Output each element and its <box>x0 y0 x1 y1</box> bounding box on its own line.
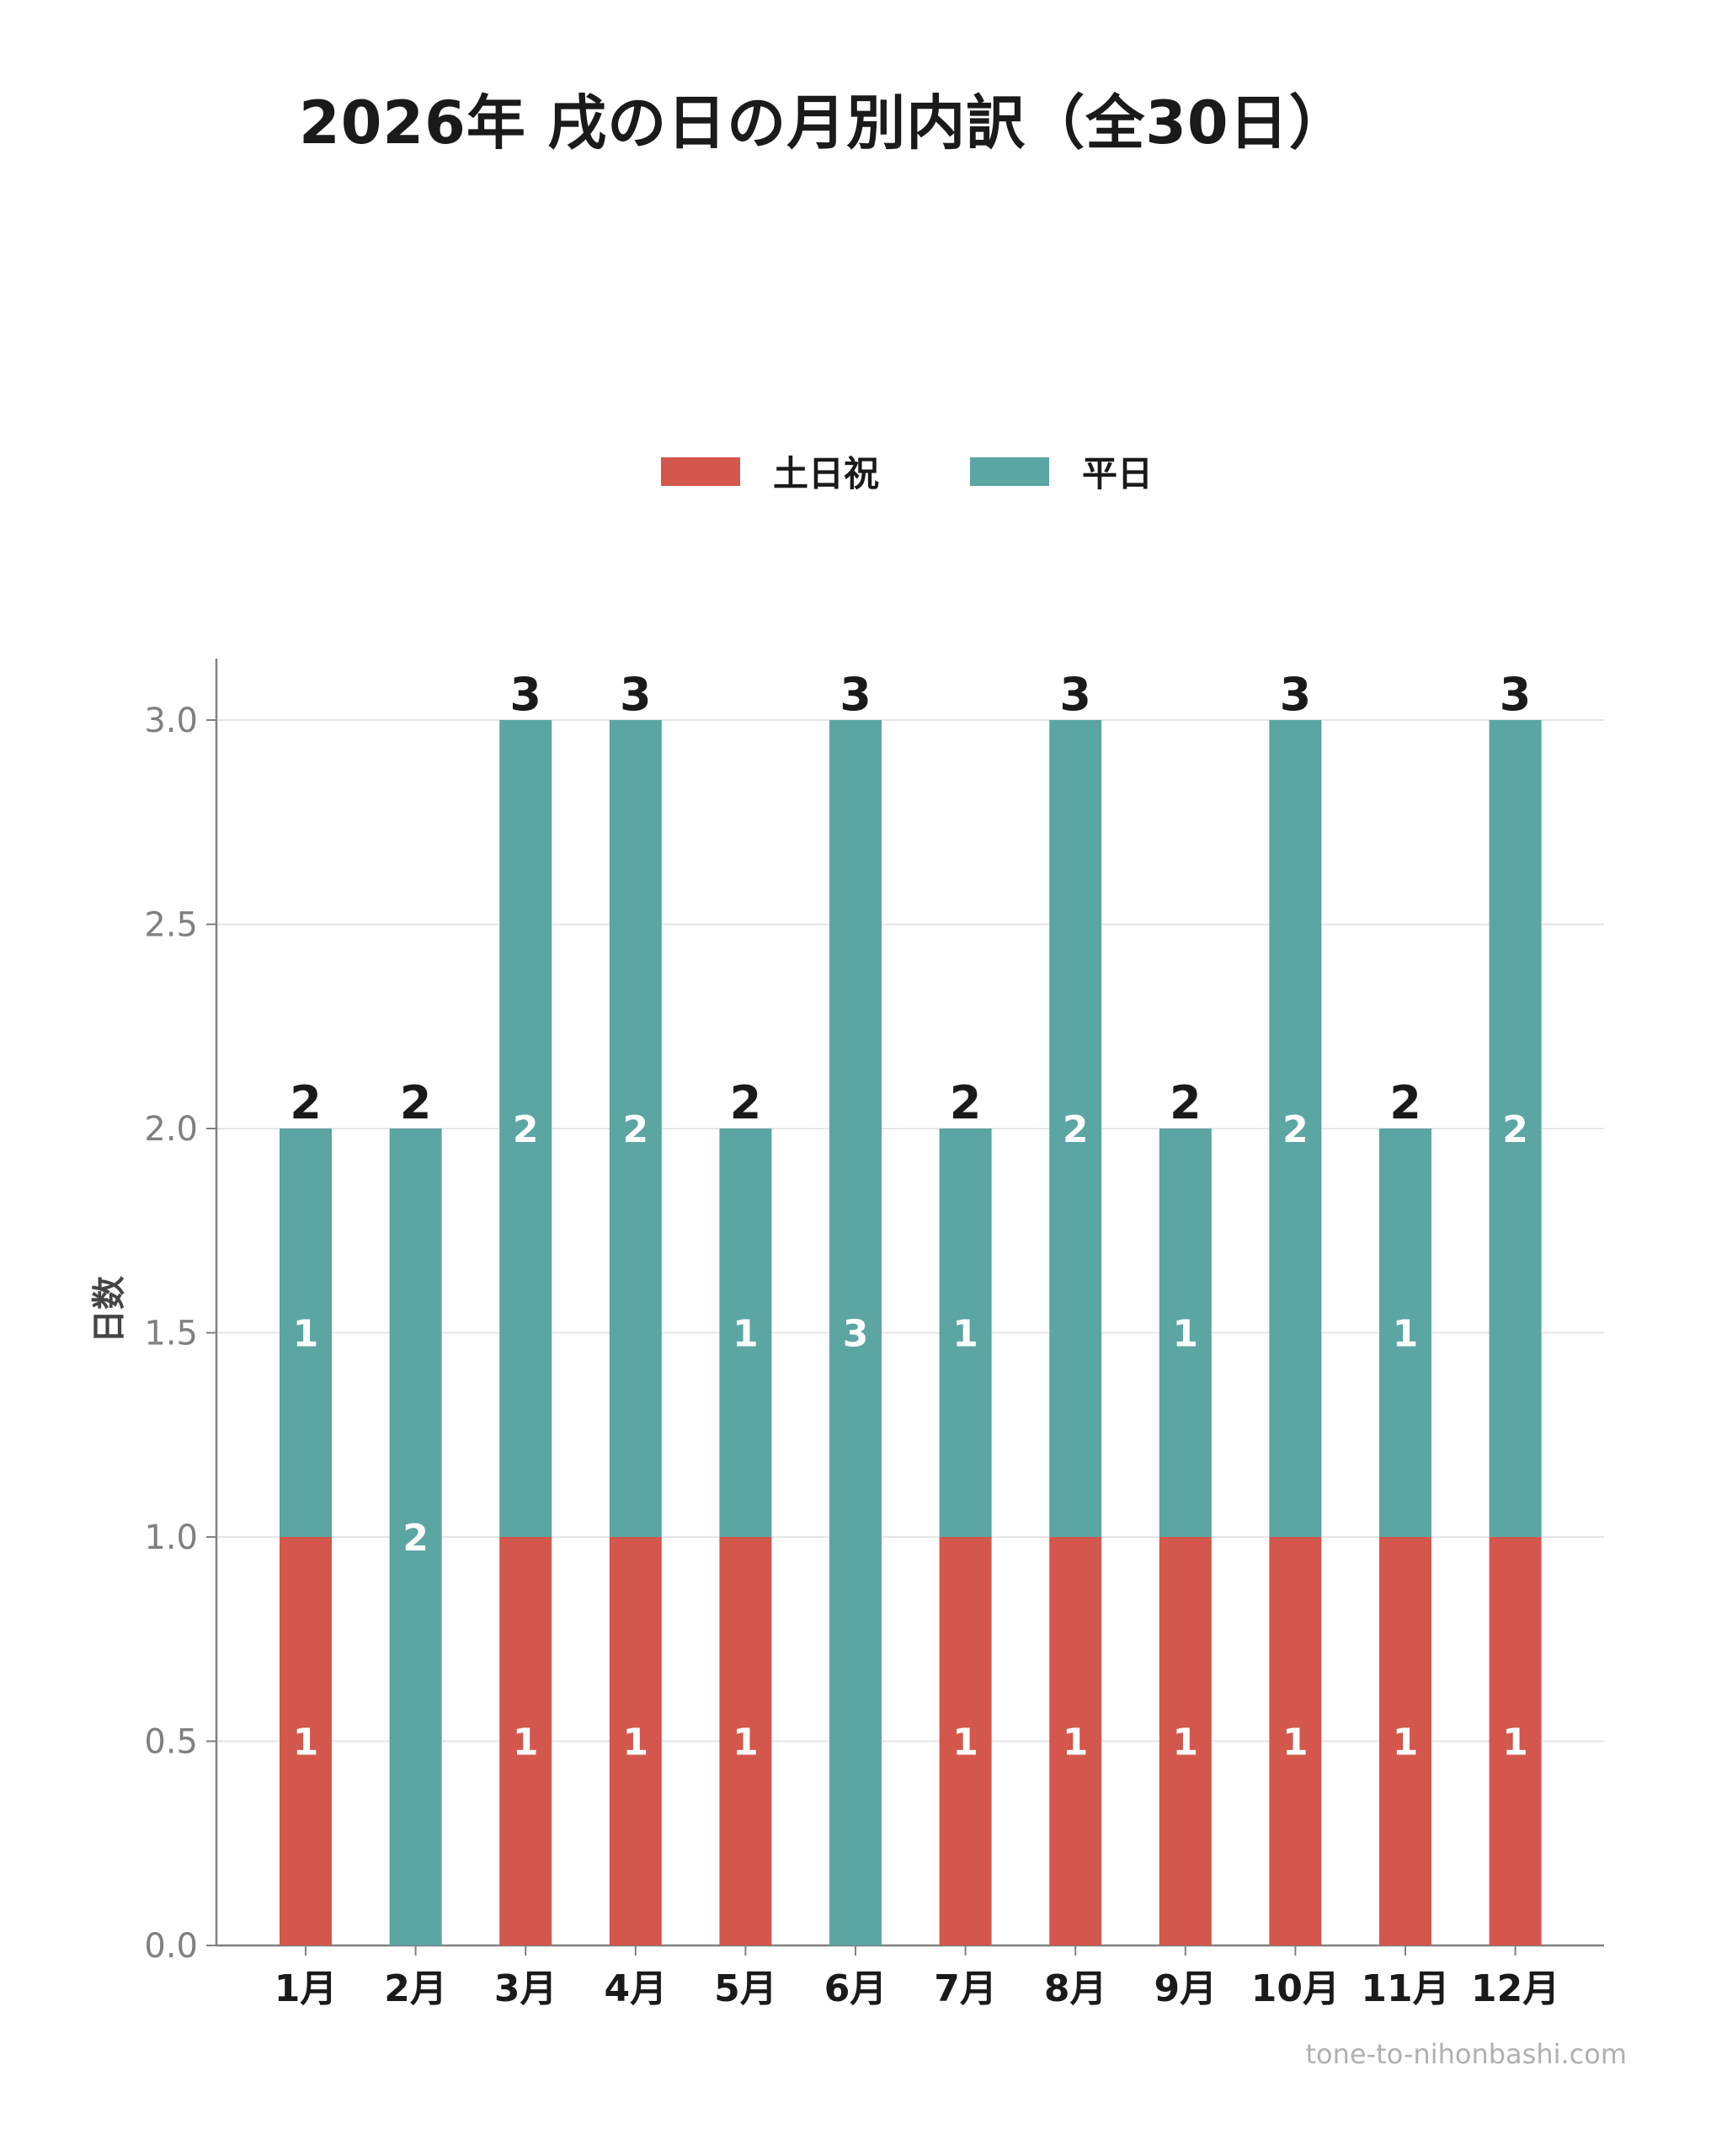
legend: 土日祝 平日 <box>661 453 1153 494</box>
legend-label-2: 平日 <box>1082 453 1153 494</box>
bar-holiday <box>1269 1537 1322 1945</box>
total-value-label: 2 <box>290 1076 322 1129</box>
labels: 1 1 2 2 2 1 2 3 1 2 3 1 1 2 3 3 1 1 2 1 2 3 1 1 2 1 2 3 1 1 2 1 2 3 <box>290 668 1531 1764</box>
total-value-label: 3 <box>1500 668 1532 721</box>
segment-value-label: 1 <box>733 1721 759 1764</box>
bar-weekday <box>1269 720 1322 1537</box>
bar-weekday <box>499 720 552 1537</box>
bar-weekday <box>1049 720 1102 1537</box>
segment-value-label: 1 <box>1172 1313 1198 1356</box>
bar-weekday <box>719 1129 772 1537</box>
y-axis-label: 日数 <box>90 1276 129 1343</box>
bar-holiday <box>499 1537 552 1945</box>
segment-value-label: 2 <box>513 1108 539 1151</box>
ytick-label: 3.0 <box>144 702 198 740</box>
legend-swatch-1 <box>661 457 740 486</box>
axes: 0.0 0.5 1.0 1.5 2.0 2.5 3.0 日数 1月 2月 3月 4月 5月 6月 7月 8月 9… <box>90 659 1604 2010</box>
bar-weekday <box>1489 720 1542 1537</box>
segment-value-label: 2 <box>1502 1108 1528 1151</box>
xtick-label: 5月 <box>714 1967 777 2010</box>
segment-value-label: 1 <box>293 1721 319 1764</box>
segment-value-label: 1 <box>1282 1721 1309 1764</box>
segment-value-label: 1 <box>952 1721 978 1764</box>
segment-value-label: 1 <box>733 1313 759 1356</box>
segment-value-label: 1 <box>1502 1721 1528 1764</box>
ytick-label: 2.0 <box>144 1110 198 1149</box>
bar-holiday <box>1159 1537 1212 1945</box>
bar-weekday <box>389 1129 442 1945</box>
ytick-label: 0.5 <box>144 1723 198 1762</box>
bar-weekday <box>829 720 882 1945</box>
segment-value-label: 2 <box>1063 1108 1089 1151</box>
segment-value-label: 2 <box>622 1108 648 1151</box>
ytick-label: 2.5 <box>144 906 198 945</box>
xtick-label: 11月 <box>1361 1967 1449 2010</box>
segment-value-label: 2 <box>402 1517 429 1560</box>
legend-swatch-2 <box>970 457 1049 486</box>
total-value-label: 2 <box>1389 1076 1421 1129</box>
total-value-label: 2 <box>400 1076 432 1129</box>
xtick-label: 12月 <box>1471 1967 1559 2010</box>
segment-value-label: 1 <box>293 1313 319 1356</box>
xtick-label: 8月 <box>1044 1967 1107 2010</box>
ytick-label: 1.0 <box>144 1518 198 1557</box>
total-value-label: 2 <box>950 1076 982 1129</box>
bar-weekday <box>280 1129 332 1537</box>
total-value-label: 3 <box>620 668 652 721</box>
bar-holiday <box>719 1537 772 1945</box>
total-value-label: 3 <box>1059 668 1091 721</box>
bar-holiday <box>609 1537 662 1945</box>
total-value-label: 3 <box>840 668 871 721</box>
bar-holiday <box>939 1537 992 1945</box>
bar-holiday <box>1049 1537 1102 1945</box>
segment-value-label: 1 <box>1393 1313 1419 1356</box>
segment-value-label: 3 <box>843 1313 869 1356</box>
ytick-label: 1.5 <box>144 1315 198 1353</box>
total-value-label: 3 <box>1280 668 1312 721</box>
segment-value-label: 1 <box>1393 1721 1419 1764</box>
legend-label-1: 土日祝 <box>773 453 879 494</box>
ytick-label: 0.0 <box>144 1927 198 1966</box>
xtick-label: 9月 <box>1154 1967 1217 2010</box>
chart-title: 2026年 戌の日の月別内訳（全30日） <box>299 88 1349 157</box>
bar-weekday <box>609 720 662 1537</box>
bar-weekday <box>939 1129 992 1537</box>
xtick-label: 3月 <box>494 1967 557 2010</box>
grid-lines <box>216 719 1604 1742</box>
bars <box>280 720 1542 1945</box>
xtick-label: 6月 <box>824 1967 887 2010</box>
bar-holiday <box>280 1537 332 1945</box>
segment-value-label: 1 <box>1172 1721 1198 1764</box>
bar-holiday <box>1379 1537 1431 1945</box>
segment-value-label: 2 <box>1282 1108 1309 1151</box>
bar-weekday <box>1379 1129 1431 1537</box>
watermark: tone-to-nihonbashi.com <box>1305 2038 1628 2070</box>
total-value-label: 3 <box>509 668 541 721</box>
total-value-label: 2 <box>730 1076 762 1129</box>
segment-value-label: 1 <box>622 1721 648 1764</box>
xtick-label: 10月 <box>1251 1967 1340 2010</box>
segment-value-label: 1 <box>952 1313 978 1356</box>
xtick-label: 1月 <box>275 1967 338 2010</box>
bar-holiday <box>1489 1537 1542 1945</box>
bar-weekday <box>1159 1129 1212 1537</box>
xtick-label: 4月 <box>604 1967 667 2010</box>
xtick-label: 2月 <box>384 1967 447 2010</box>
segment-value-label: 1 <box>1063 1721 1089 1764</box>
segment-value-label: 1 <box>513 1721 539 1764</box>
xtick-label: 7月 <box>934 1967 997 2010</box>
total-value-label: 2 <box>1170 1076 1202 1129</box>
